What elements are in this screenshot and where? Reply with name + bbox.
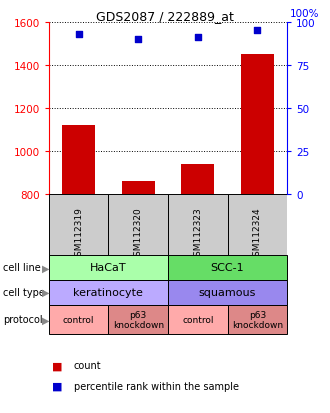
Text: cell type: cell type: [3, 287, 45, 297]
Text: count: count: [74, 361, 101, 370]
Bar: [62, 126, 95, 194]
Bar: [182, 164, 214, 194]
Text: p63
knockdown: p63 knockdown: [113, 310, 164, 329]
Bar: [122, 181, 154, 194]
Bar: [228, 194, 287, 275]
Text: HaCaT: HaCaT: [90, 263, 127, 273]
Point: [76, 31, 81, 38]
Text: 100%: 100%: [289, 9, 319, 19]
Text: ▶: ▶: [42, 315, 49, 325]
Bar: [168, 194, 228, 275]
Text: GSM112323: GSM112323: [193, 207, 202, 262]
Bar: [108, 194, 168, 275]
Bar: [241, 55, 274, 194]
Text: p63
knockdown: p63 knockdown: [232, 310, 283, 329]
Text: SCC-1: SCC-1: [211, 263, 244, 273]
Text: GSM112324: GSM112324: [253, 207, 262, 261]
Bar: [49, 194, 108, 275]
Text: control: control: [182, 315, 214, 324]
Point: [136, 37, 141, 43]
Text: GDS2087 / 222889_at: GDS2087 / 222889_at: [96, 10, 234, 23]
Text: ■: ■: [52, 381, 63, 391]
Text: squamous: squamous: [199, 287, 256, 297]
Text: keratinocyte: keratinocyte: [74, 287, 143, 297]
Text: protocol: protocol: [3, 315, 43, 325]
Text: percentile rank within the sample: percentile rank within the sample: [74, 381, 239, 391]
Text: control: control: [63, 315, 94, 324]
Text: cell line: cell line: [3, 263, 41, 273]
Text: ▶: ▶: [42, 287, 49, 297]
Point: [195, 35, 200, 41]
Text: ▶: ▶: [42, 263, 49, 273]
Point: [255, 28, 260, 35]
Text: GSM112320: GSM112320: [134, 207, 143, 262]
Text: GSM112319: GSM112319: [74, 207, 83, 262]
Text: ■: ■: [52, 361, 63, 370]
